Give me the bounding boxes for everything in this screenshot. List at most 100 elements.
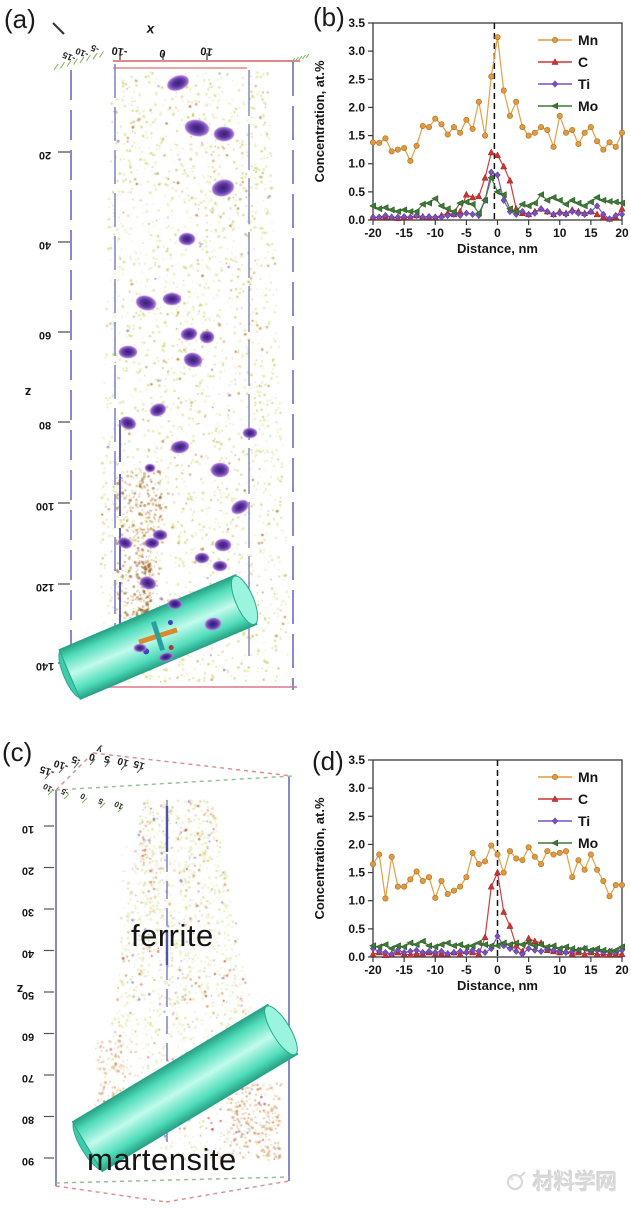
legend-item-C: C <box>538 791 588 807</box>
svg-text:40: 40 <box>39 239 51 251</box>
svg-text:2.0: 2.0 <box>348 100 365 114</box>
svg-text:0: 0 <box>494 963 501 977</box>
svg-text:90: 90 <box>22 1155 34 1167</box>
svg-text:-15: -15 <box>395 226 413 240</box>
svg-text:20: 20 <box>615 226 629 240</box>
svg-text:15: 15 <box>132 757 146 771</box>
svg-text:0: 0 <box>494 226 501 240</box>
series-Mn <box>369 842 625 902</box>
svg-text:3.5: 3.5 <box>348 16 365 30</box>
svg-text:Concentration, at.%: Concentration, at.% <box>312 60 327 183</box>
svg-text:0: 0 <box>88 750 97 762</box>
svg-text:-5: -5 <box>461 963 472 977</box>
svg-text:30: 30 <box>22 906 34 918</box>
svg-text:3.0: 3.0 <box>348 44 365 58</box>
svg-text:5: 5 <box>96 796 105 806</box>
svg-text:5: 5 <box>525 226 532 240</box>
axis-labels-c: -15-10 -5 0 5 10 15y-10 -5 0 5 101020304050607080… <box>16 744 146 1167</box>
svg-text:15: 15 <box>584 963 598 977</box>
svg-text:z: z <box>24 385 31 400</box>
svg-text:10: 10 <box>553 226 567 240</box>
legend-item-Mo: Mo <box>538 835 598 851</box>
svg-text:120: 120 <box>36 581 54 593</box>
svg-text:0.0: 0.0 <box>348 950 365 964</box>
svg-text:140: 140 <box>36 660 54 672</box>
svg-text:Mn: Mn <box>578 32 598 48</box>
svg-text:-15: -15 <box>61 50 77 64</box>
svg-text:1.0: 1.0 <box>348 157 365 171</box>
svg-text:0.0: 0.0 <box>348 213 365 227</box>
svg-text:80: 80 <box>39 419 51 431</box>
svg-text:-20: -20 <box>364 226 382 240</box>
svg-text:2.0: 2.0 <box>348 837 365 851</box>
panel-c-reconstruction: -15-10 -5 0 5 10 15y-10 -5 0 5 101020304050607080… <box>16 744 299 1203</box>
svg-text:2.5: 2.5 <box>348 72 365 86</box>
svg-text:1.0: 1.0 <box>348 894 365 908</box>
panel-b-label: (b) <box>313 2 345 32</box>
svg-text:0: 0 <box>78 791 87 801</box>
series-Ti <box>369 168 626 223</box>
svg-text:10: 10 <box>112 799 125 811</box>
svg-text:80: 80 <box>22 1114 34 1126</box>
svg-text:1.5: 1.5 <box>348 866 365 880</box>
bounding-box-c <box>55 752 293 1203</box>
svg-text:z: z <box>16 982 23 997</box>
svg-text:10: 10 <box>200 44 214 58</box>
roi-cylinder <box>71 1003 299 1173</box>
svg-text:y: y <box>96 744 103 755</box>
svg-text:-10: -10 <box>52 757 69 772</box>
svg-text:-10: -10 <box>41 781 56 795</box>
svg-text:Mo: Mo <box>578 835 598 851</box>
svg-text:100: 100 <box>36 500 54 512</box>
svg-text:-20: -20 <box>364 963 382 977</box>
watermark-text: 材料学网 <box>533 1171 617 1194</box>
concentration-profile-chart-b: 0.0 0.5 1.0 1.5 2.0 2.5 3.0 3.5 -20 -15 -10 -5 0 5 10 1… <box>312 16 629 256</box>
svg-text:-10: -10 <box>427 963 445 977</box>
series-Mn <box>369 34 625 164</box>
panel-a-label: (a) <box>4 4 36 34</box>
carbide-clusters <box>117 74 258 663</box>
svg-text:20: 20 <box>22 865 34 877</box>
svg-text:3.5: 3.5 <box>348 753 365 767</box>
svg-text:x: x <box>146 20 156 37</box>
legend-item-Ti: Ti <box>538 813 590 829</box>
panel-c-label: (c) <box>2 737 33 767</box>
watermark: 材料学网 <box>504 1166 617 1196</box>
legend-item-C: C <box>538 54 588 70</box>
martensite-region-label: martensite <box>87 1142 237 1177</box>
svg-text:-10: -10 <box>111 44 128 58</box>
svg-text:0.5: 0.5 <box>348 922 365 936</box>
chart-axes: 0.0 0.5 1.0 1.5 2.0 2.5 3.0 3.5 -20 -15 -10 -5 0 5 10 1… <box>312 753 629 993</box>
svg-text:70: 70 <box>22 1072 34 1084</box>
svg-text:5: 5 <box>103 752 112 764</box>
legend-item-Ti: Ti <box>538 76 590 92</box>
svg-text:Concentration, at.%: Concentration, at.% <box>312 797 327 920</box>
svg-text:15: 15 <box>584 226 598 240</box>
svg-text:0: 0 <box>159 47 167 60</box>
legend-item-Mn: Mn <box>538 32 598 48</box>
svg-text:-5: -5 <box>89 43 100 55</box>
svg-text:10: 10 <box>116 754 130 768</box>
svg-text:1.5: 1.5 <box>348 129 365 143</box>
legend-item-Mo: Mo <box>538 98 598 114</box>
concentration-profile-chart-d: 0.0 0.5 1.0 1.5 2.0 2.5 3.0 3.5 -20 -15 -10 -5 0 5 10 1… <box>312 753 629 993</box>
panel-d-label: (d) <box>312 746 344 776</box>
svg-text:10: 10 <box>22 823 34 835</box>
series-Mo <box>368 937 625 955</box>
svg-text:-5: -5 <box>70 753 82 766</box>
svg-text:-5: -5 <box>59 786 70 798</box>
svg-text:0.5: 0.5 <box>348 185 365 199</box>
svg-text:10: 10 <box>553 963 567 977</box>
svg-text:Mo: Mo <box>578 98 598 114</box>
watermark-logo-icon <box>506 1171 526 1191</box>
svg-text:Distance, nm: Distance, nm <box>457 241 538 256</box>
svg-text:-15: -15 <box>395 963 413 977</box>
svg-text:20: 20 <box>615 963 629 977</box>
chart-legend: Mn C Ti Mo <box>538 32 598 114</box>
svg-text:20: 20 <box>39 149 51 161</box>
svg-text:Ti: Ti <box>578 813 590 829</box>
ferrite-region-label: ferrite <box>131 918 214 953</box>
